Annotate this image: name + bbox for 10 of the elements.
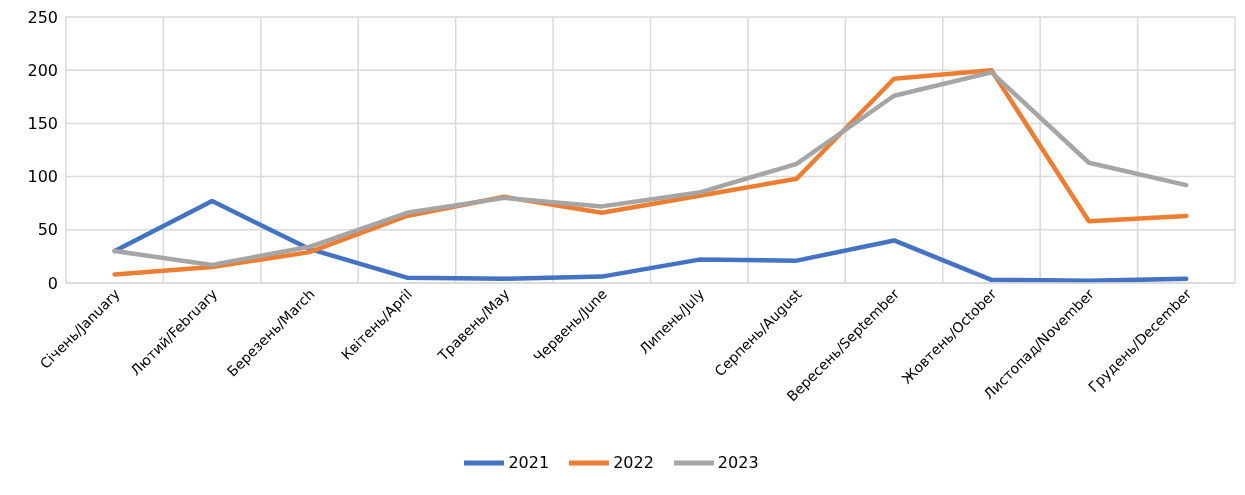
y-tick-label: 0 (47, 273, 58, 293)
y-tick-label: 100 (27, 167, 58, 187)
y-tick-label: 50 (37, 220, 58, 240)
line-series (112, 198, 1189, 283)
legend-label: 2023 (717, 452, 759, 472)
y-tick-label: 200 (27, 60, 58, 80)
y-tick-label: 150 (27, 114, 58, 134)
y-tick-label: 250 (27, 7, 58, 27)
legend-label: 2022 (613, 452, 654, 472)
legend-label: 2021 (508, 452, 550, 472)
